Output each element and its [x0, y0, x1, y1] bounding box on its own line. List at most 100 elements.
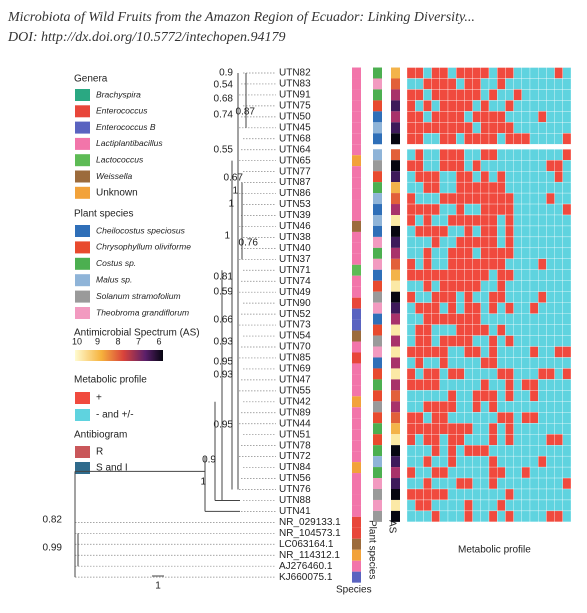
metabolic-cell	[513, 291, 522, 303]
metabolic-cell	[480, 160, 490, 172]
species-cell	[352, 89, 361, 101]
metabolic-cell	[554, 313, 563, 325]
metabolic-cell	[529, 192, 539, 205]
metabolic-cell	[439, 67, 449, 79]
metabolic-cell	[529, 100, 539, 112]
metabolic-cell	[439, 236, 449, 249]
metabolic-cell	[505, 247, 514, 259]
metabolic-cell	[546, 357, 555, 369]
metabolic-cell	[505, 488, 514, 501]
legend-label: Brachyspira	[96, 89, 141, 99]
metabolic-cell	[423, 488, 432, 501]
leaf-label: UTN65	[279, 155, 311, 166]
metabolic-cell	[480, 357, 490, 369]
metabolic-cell	[472, 379, 481, 391]
leaf-label: UTN75	[279, 101, 311, 112]
metabolic-cell	[505, 280, 514, 292]
metabolic-cell	[554, 258, 563, 270]
metabolic-cell	[562, 423, 572, 435]
metabolic-cell	[447, 160, 457, 172]
as-cell	[391, 247, 400, 259]
metabolic-cell	[439, 171, 449, 183]
metabolic-cell	[562, 401, 572, 413]
metabolic-cell	[480, 466, 490, 479]
metabolic-cell	[538, 510, 547, 523]
metabolic-cell	[472, 100, 481, 112]
metabolic-cell	[497, 477, 506, 490]
metabolic-cell	[529, 488, 539, 501]
metabolic-cell	[439, 313, 449, 325]
metabolic-cell	[456, 412, 465, 424]
metabolic-cell	[562, 445, 572, 457]
metabolic-cell	[415, 78, 424, 90]
metabolic-cell	[431, 412, 440, 424]
metabolic-cell	[562, 455, 572, 468]
metabolic-cell	[554, 368, 563, 380]
metabolic-cell	[562, 225, 572, 238]
metabolic-cell	[529, 269, 539, 281]
as-tick: 10	[72, 336, 82, 346]
metabolic-cell	[497, 466, 506, 479]
metabolic-cell	[546, 510, 555, 523]
metabolic-cell	[456, 181, 465, 194]
metabolic-cell	[447, 269, 457, 281]
metabolic-cell	[439, 160, 449, 172]
metabolic-cell	[415, 192, 424, 205]
metabolic-cell	[456, 510, 465, 523]
metabolic-cell	[480, 368, 490, 380]
metabolic-cell	[505, 357, 514, 369]
legend-swatch	[75, 274, 90, 287]
metabolic-cell	[562, 111, 572, 123]
header-doi: DOI: http://dx.doi.org/10.5772/intechope…	[7, 30, 286, 45]
metabolic-cell	[546, 445, 555, 457]
species-cell	[352, 484, 361, 495]
species-cell	[352, 133, 361, 145]
metabolic-cell	[406, 225, 416, 238]
as-cell	[391, 510, 400, 522]
metabolic-cell	[456, 357, 465, 369]
metabolic-cell	[415, 89, 424, 101]
metabolic-cell	[562, 122, 572, 134]
species-cell	[352, 429, 361, 441]
metabolic-cell	[406, 89, 416, 101]
metabolic-cell	[505, 225, 514, 238]
metabolic-cell	[513, 368, 522, 380]
metabolic-cell	[497, 122, 506, 134]
metabolic-cell	[529, 149, 539, 161]
metabolic-cell	[505, 78, 514, 90]
metabolic-cell	[431, 203, 440, 216]
metabolic-cell	[431, 192, 440, 205]
metabolic-cell	[472, 499, 481, 512]
metabolic-cell	[423, 291, 432, 303]
support-value: 0.68	[214, 94, 234, 105]
metabolic-cell	[447, 368, 457, 380]
metabolic-cell	[431, 225, 440, 238]
metabolic-cell	[513, 149, 522, 161]
metabolic-cell	[415, 122, 424, 134]
plant-cell	[373, 357, 382, 369]
metabolic-cell	[447, 313, 457, 325]
metabolic-cell	[423, 225, 432, 238]
as-cell	[391, 434, 400, 446]
metabolic-cell	[464, 236, 473, 249]
metabolic-cell	[521, 89, 531, 101]
metabolic-cell	[497, 269, 506, 281]
support-value: 0.54	[214, 80, 234, 91]
metabolic-cell	[415, 181, 424, 194]
metabolic-cell	[521, 133, 531, 145]
metabolic-cell	[415, 434, 424, 446]
metabolic-cell	[554, 225, 563, 238]
leaf-label: UTN84	[279, 462, 311, 473]
legend-swatch	[75, 225, 90, 237]
metabolic-cell	[521, 225, 531, 238]
legend-swatch	[75, 186, 90, 199]
metabolic-cell	[439, 335, 449, 347]
metabolic-cell	[529, 122, 539, 134]
metabolic-cell	[538, 160, 547, 172]
metabolic-cell	[497, 67, 506, 79]
as-cell	[391, 225, 400, 237]
metabolic-cell	[562, 149, 572, 161]
metabolic-cell	[406, 149, 416, 161]
metabolic-cell	[505, 379, 514, 391]
metabolic-cell	[472, 133, 481, 145]
